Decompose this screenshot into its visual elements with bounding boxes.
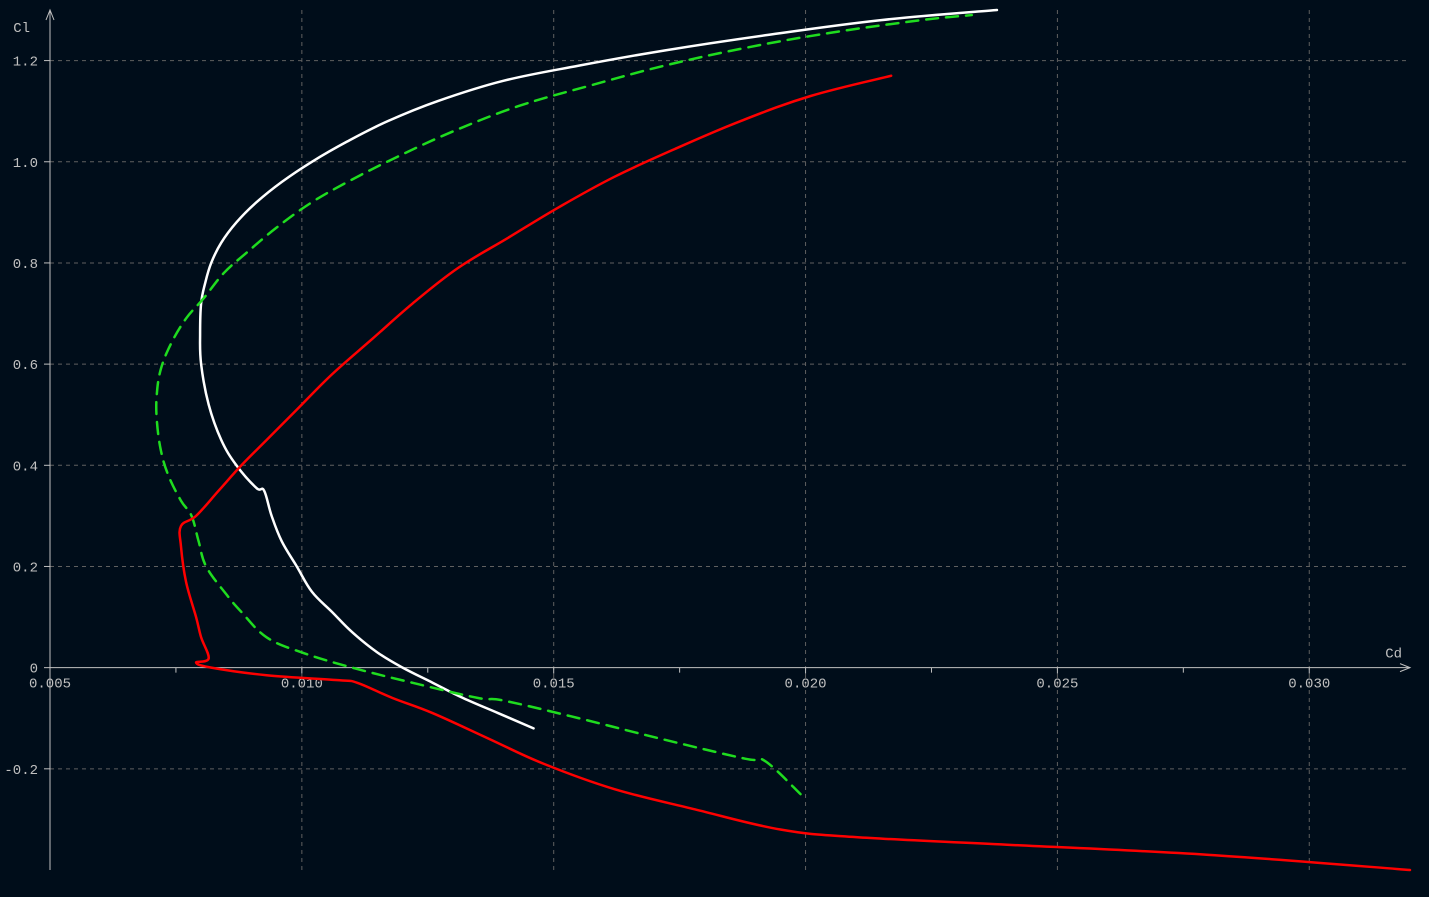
svg-text:0.6: 0.6 xyxy=(13,358,38,374)
svg-text:Cl: Cl xyxy=(13,21,30,37)
svg-text:1.2: 1.2 xyxy=(13,55,38,71)
svg-text:0.030: 0.030 xyxy=(1288,677,1330,693)
svg-text:Cd: Cd xyxy=(1385,647,1402,663)
svg-text:0.8: 0.8 xyxy=(13,257,38,273)
svg-text:-0.2: -0.2 xyxy=(4,763,38,779)
svg-text:0.2: 0.2 xyxy=(13,560,38,576)
svg-text:0.020: 0.020 xyxy=(785,677,827,693)
svg-text:1.0: 1.0 xyxy=(13,156,38,172)
svg-text:0.4: 0.4 xyxy=(13,459,38,475)
svg-text:0.015: 0.015 xyxy=(533,677,575,693)
chart-svg: 0.0050.0100.0150.0200.0250.030-0.200.20.… xyxy=(0,0,1429,897)
drag-polar-chart: 0.0050.0100.0150.0200.0250.030-0.200.20.… xyxy=(0,0,1429,897)
svg-text:0: 0 xyxy=(30,662,38,678)
svg-text:0.005: 0.005 xyxy=(29,677,71,693)
svg-text:0.025: 0.025 xyxy=(1036,677,1078,693)
